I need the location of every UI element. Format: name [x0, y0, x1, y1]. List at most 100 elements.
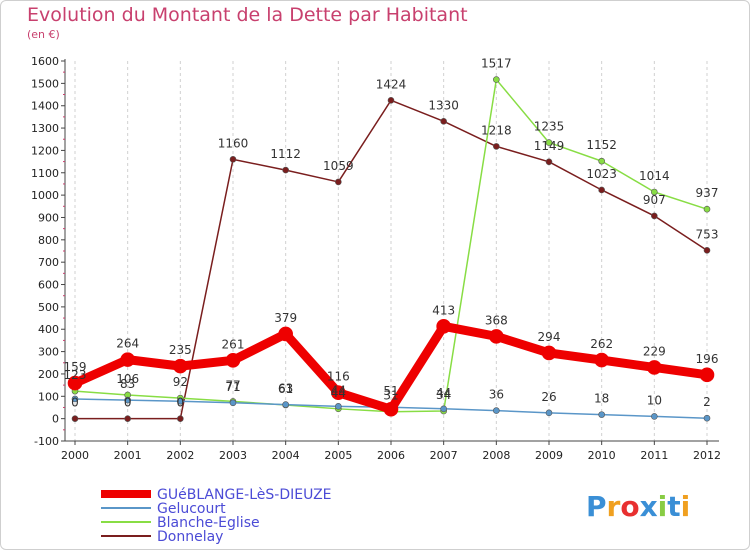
data-label: 18	[594, 392, 609, 406]
y-tick-label: 100	[38, 390, 59, 403]
logo-letter: i	[658, 490, 668, 523]
series-3-point	[703, 247, 711, 254]
y-tick-label: 500	[38, 301, 59, 314]
data-label: 116	[327, 370, 350, 384]
legend-label-3: Donnelay	[157, 529, 223, 545]
data-label: 229	[643, 344, 666, 358]
data-label: 0	[124, 396, 132, 410]
y-tick-label: 0	[52, 413, 59, 426]
series-3-point	[493, 143, 500, 150]
x-tick-label: 2002	[166, 449, 194, 462]
data-label: 379	[274, 311, 297, 325]
x-tick-label: 2000	[61, 449, 89, 462]
y-tick-label: 700	[38, 256, 59, 269]
series-3-point	[440, 118, 447, 125]
data-label: 1235	[534, 120, 565, 134]
series-2-point	[493, 76, 500, 83]
data-label: 34	[436, 388, 451, 402]
series-1-point	[71, 395, 79, 403]
series-2-point	[545, 139, 553, 146]
data-label: 294	[538, 330, 561, 344]
y-tick-label: 300	[38, 346, 59, 359]
series-1-point	[335, 403, 342, 410]
series-1-point	[229, 399, 237, 407]
series-0-point	[67, 375, 83, 391]
series-1-point	[493, 407, 500, 414]
series-0-point	[541, 345, 557, 361]
data-label: 1112	[270, 147, 301, 161]
series-2-point	[703, 205, 711, 213]
series-0-point	[383, 401, 399, 417]
series-2-point	[651, 188, 658, 196]
data-label: 63	[278, 382, 293, 396]
data-label: 31	[383, 389, 398, 403]
series-3-point	[335, 178, 342, 186]
series-1-point	[282, 401, 289, 408]
data-label: 159	[64, 360, 87, 374]
data-label: 235	[169, 343, 192, 357]
data-label: 10	[647, 393, 662, 407]
x-tick-label: 2006	[377, 449, 405, 462]
logo-letter: r	[607, 490, 621, 523]
legend-label-0: GUéBLANGE-LèS-DIEUZE	[157, 487, 332, 503]
data-label: 106	[116, 372, 139, 386]
series-3-point	[71, 415, 79, 422]
y-tick-label: 200	[38, 368, 59, 381]
series-3-point	[282, 166, 289, 174]
series-1-point	[651, 413, 658, 420]
x-tick-label: 2008	[482, 449, 510, 462]
series-3-point	[598, 186, 605, 194]
data-label: 44	[331, 383, 346, 397]
data-label: 0	[71, 396, 79, 410]
series-3-point	[651, 212, 658, 220]
x-tick-label: 2001	[114, 449, 142, 462]
data-label: 26	[541, 390, 556, 404]
series-0-point	[436, 319, 451, 334]
series-1-point	[545, 409, 553, 417]
data-label: 1059	[323, 159, 354, 173]
logo-letter: o	[620, 490, 639, 523]
x-tick-label: 2003	[219, 449, 247, 462]
data-label: 1330	[428, 98, 459, 112]
data-label: 71	[225, 380, 240, 394]
data-label: 36	[489, 388, 504, 402]
data-label: 368	[485, 313, 508, 327]
proxiti-logo: Proxiti	[586, 490, 690, 523]
series-0-point	[120, 352, 135, 367]
series-3-point	[545, 158, 553, 166]
y-tick-label: 600	[38, 279, 59, 292]
y-tick-label: 400	[38, 323, 59, 336]
series-1-point	[124, 396, 131, 404]
data-label: 83	[120, 377, 135, 391]
x-tick-label: 2007	[430, 449, 458, 462]
y-tick-label: 1100	[31, 167, 59, 180]
x-tick-label: 2004	[272, 449, 300, 462]
data-label: 2	[703, 395, 711, 409]
legend-label-2: Blanche-Eglise	[157, 515, 260, 531]
data-label: 77	[225, 378, 240, 392]
data-label: 0	[177, 396, 185, 410]
series-0-point	[173, 358, 188, 374]
series-0-point	[594, 352, 609, 368]
series-1-point	[598, 411, 605, 418]
data-label: 262	[590, 337, 613, 351]
y-tick-label: 800	[38, 234, 59, 247]
y-tick-label: 1400	[31, 100, 59, 113]
series-0-point	[331, 385, 346, 401]
series-2-point	[598, 157, 605, 165]
data-label: 123	[64, 368, 87, 382]
data-label: 1014	[639, 169, 670, 183]
data-label: 1160	[218, 136, 249, 150]
logo-letter: P	[586, 490, 607, 523]
logo-letter: i	[681, 490, 691, 523]
data-label: 937	[696, 186, 719, 200]
series-0-point	[278, 326, 293, 342]
data-label: 44	[331, 386, 346, 400]
y-tick-label: 900	[38, 211, 59, 224]
logo-letter: t	[667, 490, 680, 523]
data-label: 261	[222, 337, 245, 351]
data-label: 1149	[534, 139, 565, 153]
data-label: 413	[432, 303, 455, 317]
